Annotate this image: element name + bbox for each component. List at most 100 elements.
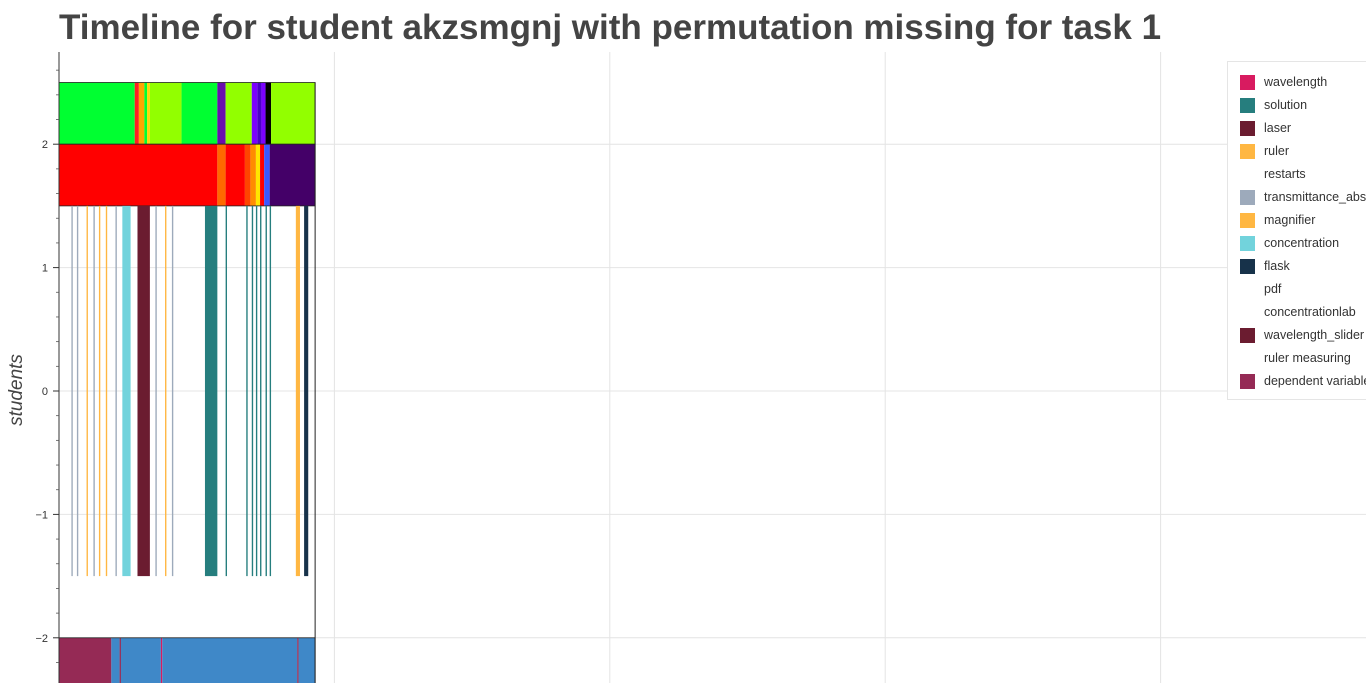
timeline-segment	[93, 205, 95, 577]
legend-swatch	[1240, 189, 1255, 205]
timeline-segment	[181, 82, 218, 145]
legend-item[interactable]: ruler measuring	[1240, 348, 1351, 368]
legend[interactable]: wavelength solution laser ruler restarts tran…	[1227, 61, 1366, 400]
timeline-segment	[138, 82, 145, 145]
legend-label: wavelength_slider	[1264, 328, 1365, 342]
legend-swatch	[1240, 305, 1255, 320]
timeline-segment	[76, 205, 79, 577]
legend-item[interactable]: concentration	[1240, 233, 1339, 253]
timeline-segment	[217, 144, 226, 206]
legend-swatch	[1240, 282, 1255, 297]
timeline-segment	[98, 205, 101, 577]
legend-swatch	[1240, 373, 1255, 389]
legend-item[interactable]: flask	[1240, 256, 1290, 276]
timeline-segment	[260, 144, 265, 206]
legend-label: magnifier	[1264, 213, 1316, 227]
timeline-segment	[160, 637, 163, 683]
legend-item[interactable]: concentrationlab	[1240, 302, 1356, 322]
legend-label: ruler	[1264, 144, 1290, 158]
y-tick-label: 0	[42, 386, 48, 398]
timeline-segment	[255, 144, 261, 206]
y-tick-label: −1	[35, 509, 48, 521]
timeline-segment	[255, 205, 258, 577]
timeline-segment	[59, 637, 112, 683]
timeline-segment	[260, 205, 262, 577]
y-tick-label: 2	[42, 139, 48, 151]
timeline-segment	[251, 205, 254, 577]
timeline-segment	[271, 82, 316, 145]
timeline-segment	[137, 205, 150, 577]
legend-item[interactable]: dependent variable	[1240, 371, 1366, 391]
legend-swatch	[1240, 167, 1255, 182]
timeline-segment	[295, 205, 300, 577]
timeline-segment	[246, 205, 248, 577]
timeline-segment	[120, 637, 161, 683]
legend-label: concentration	[1264, 236, 1340, 250]
timeline-segment	[105, 205, 108, 577]
legend-swatch	[1240, 143, 1255, 159]
timeline-segment	[298, 637, 316, 683]
timeline-segment	[204, 205, 218, 577]
legend-swatch	[1240, 351, 1255, 366]
legend-label: wavelength	[1264, 75, 1328, 89]
timeline-segment	[122, 205, 131, 577]
timeline-segment	[225, 82, 252, 145]
timeline-segment	[269, 205, 272, 577]
timeline-segment	[147, 82, 150, 145]
timeline-segment	[250, 144, 256, 206]
legend-swatch	[1240, 235, 1255, 251]
legend-item[interactable]: wavelength	[1240, 72, 1327, 92]
y-tick-label: −2	[35, 633, 48, 645]
timeline-segment	[162, 637, 298, 683]
legend-swatch	[1240, 327, 1255, 343]
timeline-segment	[155, 205, 157, 577]
timeline-segment	[264, 144, 270, 206]
legend-item[interactable]: wavelength_slider	[1240, 325, 1364, 345]
legend-label: laser	[1264, 121, 1292, 135]
timeline-segment	[261, 82, 266, 145]
timeline-segment	[59, 144, 218, 206]
timeline-segment	[111, 637, 120, 683]
y-axis-label: students	[6, 354, 27, 426]
legend-label: transmittance_absorbance	[1264, 190, 1366, 204]
legend-item[interactable]: magnifier	[1240, 210, 1315, 230]
timeline-segment	[251, 82, 258, 145]
legend-label: restarts	[1264, 167, 1306, 181]
legend-label: solution	[1264, 98, 1308, 112]
timeline-segment	[144, 82, 148, 145]
timeline-segment	[265, 205, 267, 577]
legend-swatch	[1240, 97, 1255, 113]
legend-label: pdf	[1264, 282, 1282, 296]
legend-item[interactable]: ruler	[1240, 141, 1289, 161]
timeline-segment	[59, 82, 135, 145]
legend-item[interactable]: pdf	[1240, 279, 1281, 299]
legend-label: ruler measuring	[1264, 351, 1351, 365]
timeline-segment	[269, 144, 316, 206]
timeline-segment	[265, 82, 272, 145]
legend-swatch	[1240, 120, 1255, 136]
legend-label: dependent variable	[1264, 374, 1366, 388]
timeline-segment	[297, 637, 299, 683]
timeline-segment	[134, 82, 139, 145]
y-tick-label: 1	[42, 263, 48, 275]
legend-item[interactable]: solution	[1240, 95, 1307, 115]
timeline-segment	[304, 205, 309, 577]
timeline-segment	[165, 205, 167, 577]
timeline-segment	[225, 144, 245, 206]
legend-label: flask	[1264, 259, 1290, 273]
timeline-segment	[257, 82, 262, 145]
timeline-segment	[71, 205, 73, 577]
chart-title: Timeline for student akzsmgnj with permu…	[59, 8, 1162, 47]
legend-item[interactable]: transmittance_absorbance	[1240, 187, 1366, 207]
legend-swatch	[1240, 258, 1255, 274]
legend-item[interactable]: restarts	[1240, 164, 1306, 184]
timeline-segment	[217, 82, 226, 145]
timeline-segment	[171, 205, 174, 577]
legend-swatch	[1240, 212, 1255, 228]
timeline-segment	[115, 205, 117, 577]
timeline-segment	[225, 205, 227, 577]
legend-swatch	[1240, 74, 1255, 90]
legend-item[interactable]: laser	[1240, 118, 1291, 138]
timeline-segment	[149, 82, 182, 145]
